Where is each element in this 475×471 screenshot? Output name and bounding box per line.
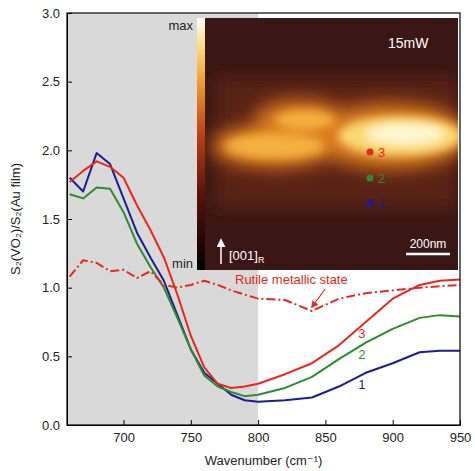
x-tick-label: 850 bbox=[315, 430, 337, 445]
y-tick-label: 2.5 bbox=[42, 74, 60, 89]
probe-label: 2 bbox=[378, 171, 385, 186]
x-tick-mark bbox=[258, 420, 259, 425]
probe-point bbox=[367, 200, 374, 207]
colorbar-label: max bbox=[168, 18, 193, 33]
plot-frame bbox=[67, 13, 460, 425]
y-tick-label: 1.5 bbox=[42, 212, 60, 227]
x-tick-label: 700 bbox=[113, 430, 135, 445]
x-tick: 850 bbox=[315, 420, 337, 445]
probe-point bbox=[367, 149, 374, 156]
blob bbox=[225, 133, 325, 159]
scale-bar bbox=[406, 253, 450, 256]
annotation-arrow bbox=[312, 289, 325, 307]
blob bbox=[310, 103, 458, 169]
series-label: 2 bbox=[358, 347, 365, 362]
y-tick-label: 3.0 bbox=[42, 6, 60, 21]
y-tick-label: 0.0 bbox=[42, 418, 60, 433]
direction-label-main: [001] bbox=[229, 248, 258, 263]
y-tick-label: 0.5 bbox=[42, 349, 60, 364]
x-axis: 700 750 800 850 900 950 bbox=[68, 420, 472, 445]
inset-power: 15mW bbox=[388, 35, 429, 51]
probe-point bbox=[367, 175, 374, 182]
direction-label: [001]R bbox=[229, 248, 265, 265]
blob bbox=[338, 116, 458, 156]
x-tick: 900 bbox=[382, 420, 404, 445]
y-tick-label: 1.0 bbox=[42, 280, 60, 295]
x-tick-mark bbox=[325, 420, 326, 425]
x-tick-label: 900 bbox=[382, 430, 404, 445]
direction-arrow bbox=[220, 240, 222, 264]
y-axis-title: S₂(VO₂)/S₂(Au film) bbox=[8, 163, 23, 275]
inset-image bbox=[205, 18, 458, 270]
chart: 700 750 800 850 900 950 0.0 0.5 1.0 1.5 2.0 2.5 3.0 1… bbox=[0, 0, 475, 471]
colorbar bbox=[197, 18, 205, 270]
x-tick: 800 bbox=[248, 420, 270, 445]
x-tick-mark bbox=[191, 420, 192, 425]
y-tick-mark bbox=[67, 219, 72, 220]
x-tick-label: 950 bbox=[450, 430, 472, 445]
inset: max min 15mW 1 2 3 [001]R 200nm bbox=[168, 18, 470, 271]
annotation: Rutile metallic state bbox=[235, 272, 348, 287]
x-tick: 700 bbox=[113, 420, 135, 445]
y-tick-mark bbox=[67, 82, 72, 83]
series-label: 1 bbox=[358, 377, 365, 392]
x-tick: 750 bbox=[180, 420, 202, 445]
y-tick-mark bbox=[67, 356, 72, 357]
scale-bar-label: 200nm bbox=[410, 237, 447, 251]
probe-label: 3 bbox=[378, 145, 385, 160]
colorbar-label: min bbox=[172, 256, 193, 271]
x-tick-mark bbox=[393, 420, 394, 425]
y-tick-mark bbox=[67, 288, 72, 289]
y-tick-label: 2.0 bbox=[42, 143, 60, 158]
x-tick-mark bbox=[124, 420, 125, 425]
data-layer bbox=[67, 13, 460, 425]
y-tick-mark bbox=[67, 150, 72, 151]
blob bbox=[275, 110, 335, 130]
x-tick-label: 750 bbox=[180, 430, 202, 445]
x-axis-title: Wavenumber (cm⁻¹) bbox=[205, 453, 323, 468]
plot-area: 700 750 800 850 900 950 0.0 0.5 1.0 1.5 2.0 2.5 3.0 1… bbox=[42, 6, 471, 446]
blob-core bbox=[225, 110, 458, 159]
direction-label-sub: R bbox=[258, 255, 265, 265]
series-label: 3 bbox=[358, 326, 365, 341]
blob bbox=[365, 123, 445, 145]
probe-label: 1 bbox=[378, 196, 385, 211]
x-tick-label: 800 bbox=[248, 430, 270, 445]
blob-outer bbox=[211, 100, 458, 169]
